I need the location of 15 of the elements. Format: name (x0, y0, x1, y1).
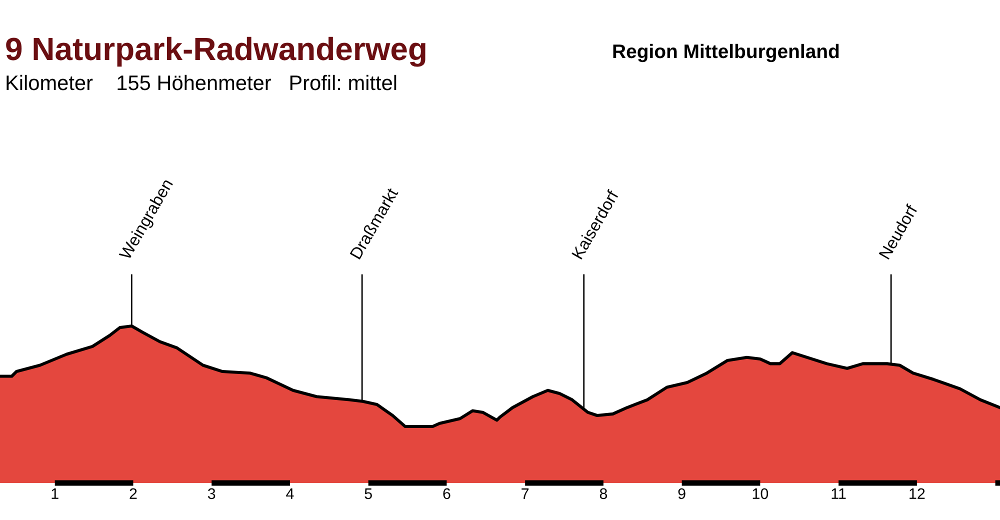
x-tick-label: 9 (678, 488, 686, 500)
x-tick-label: 3 (208, 488, 216, 500)
x-tick-label: 5 (364, 488, 372, 500)
x-tick-label: 6 (443, 488, 450, 500)
x-tick-label: 7 (522, 488, 529, 499)
chart-title: 9 Naturpark-Radwanderweg (6, 36, 426, 67)
x-tick-label: 10 (752, 488, 768, 500)
x-tick-label: 8 (600, 488, 608, 500)
x-tick-label: 1 (52, 488, 58, 499)
x-tick-label: 11 (832, 488, 846, 499)
x-tick-label: 12 (910, 488, 925, 499)
x-tick-label: 4 (286, 488, 294, 499)
x-tick-label: 2 (130, 488, 137, 499)
text: Kilometer 155 Höhenmeter Profil: mittel (6, 74, 396, 90)
chart-subtitle: Region Mittelburgenland (613, 44, 839, 62)
